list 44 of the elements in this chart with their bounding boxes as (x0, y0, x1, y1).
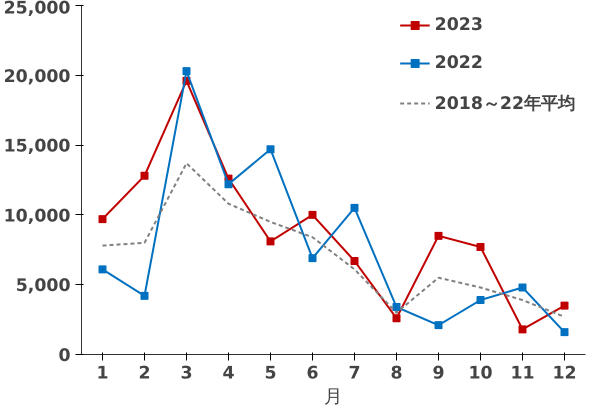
x-tick-label: 8 (390, 364, 403, 384)
point (224, 180, 232, 188)
point (392, 314, 400, 322)
legend-label: 2023 (434, 15, 483, 35)
x-tick-label: 4 (222, 364, 235, 384)
point (308, 254, 316, 262)
point (476, 243, 484, 252)
x-tick-label: 7 (348, 364, 361, 384)
point (266, 237, 274, 246)
point (518, 283, 526, 292)
y-tick-label: 15,000 (4, 136, 71, 157)
point (266, 145, 274, 154)
point (140, 292, 148, 300)
x-tick-label: 5 (264, 364, 277, 384)
y-tick-label: 20,000 (4, 66, 71, 87)
x-tick-label: 9 (432, 364, 445, 384)
point (350, 204, 358, 212)
x-axis-title: 月 (324, 386, 343, 408)
point (560, 328, 568, 336)
y-tick-label: 5,000 (16, 276, 70, 296)
point (308, 210, 316, 219)
y-tick-label: 10,000 (4, 206, 71, 226)
y-tick-label: 25,000 (4, 0, 71, 18)
point (476, 296, 484, 304)
point (182, 67, 190, 76)
point (98, 265, 106, 274)
x-tick-label: 2 (138, 364, 151, 384)
legend-label: 2018～22年平均 (434, 93, 575, 115)
x-tick-label: 10 (468, 364, 493, 384)
point (518, 325, 526, 334)
x-tick-label: 1 (96, 364, 109, 384)
x-tick-label: 12 (552, 364, 577, 384)
legend-label: 2022 (434, 53, 483, 73)
x-tick-label: 3 (180, 364, 193, 384)
x-tick-label: 11 (510, 364, 535, 384)
x-tick-label: 6 (306, 364, 319, 384)
point (434, 232, 442, 240)
point (98, 215, 106, 224)
point (560, 302, 568, 310)
y-tick-label: 0 (58, 346, 71, 366)
point (434, 321, 442, 330)
point (392, 303, 400, 312)
point (350, 256, 358, 265)
point (140, 172, 148, 180)
